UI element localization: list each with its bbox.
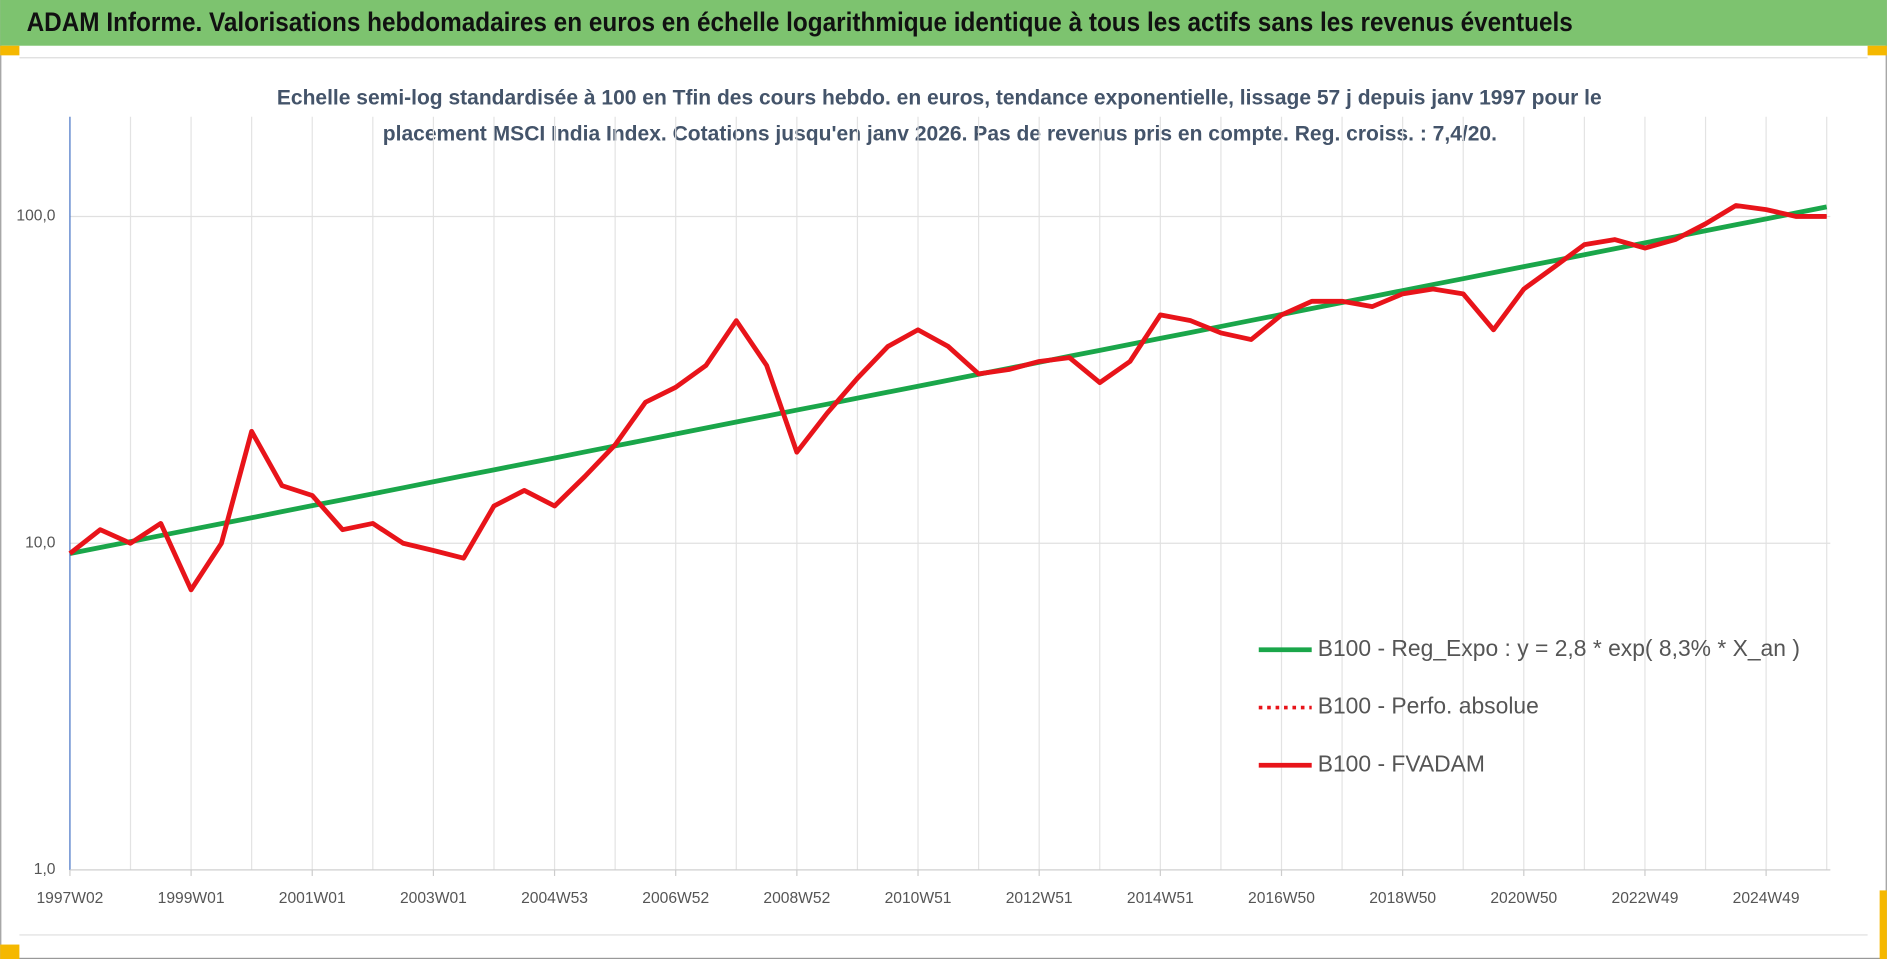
- y-tick-label: 1,0: [34, 861, 56, 878]
- x-tick-label: 2003W01: [400, 890, 467, 907]
- corner: [1867, 45, 1887, 56]
- x-tick-label: 2018W50: [1369, 890, 1436, 907]
- series-line: [69, 204, 1828, 556]
- x-tick-label: 2016W50: [1248, 890, 1315, 907]
- y-tick-label: 10,0: [25, 534, 56, 551]
- corner: [1879, 890, 1887, 959]
- x-tick-label: 2006W52: [642, 890, 709, 907]
- x-tick-label: 2008W52: [763, 890, 830, 907]
- chart-subtitle: Echelle semi-log standardisée à 100 en T…: [277, 84, 1602, 109]
- x-tick-label: 2022W49: [1612, 890, 1679, 907]
- legend-label: B100 - Perfo. absolue: [1318, 693, 1539, 719]
- x-tick-label: 2010W51: [885, 890, 952, 907]
- x-tick-label: 1997W02: [36, 890, 103, 907]
- x-tick-label: 1999W01: [158, 890, 225, 907]
- header-title: ADAM Informe. Valorisations hebdomadaire…: [27, 7, 1573, 37]
- series-line: [68, 203, 1827, 593]
- x-tick-label: 2020W50: [1490, 890, 1557, 907]
- corner: [0, 944, 20, 959]
- x-tick-label: 2014W51: [1127, 890, 1194, 907]
- corner: [0, 45, 20, 56]
- y-tick-label: 100,0: [16, 208, 55, 225]
- legend-label: B100 - FVADAM: [1318, 750, 1485, 776]
- header-banner: [0, 0, 1887, 46]
- x-tick-label: 2004W53: [521, 890, 588, 907]
- x-tick-label: 2024W49: [1733, 890, 1800, 907]
- legend-label: B100 - Reg_Expo : y = 2,8 * exp( 8,3% * …: [1318, 635, 1800, 661]
- x-tick-label: 2012W51: [1006, 890, 1073, 907]
- chart-subtitle: placement MSCI India Index. Cotations ju…: [383, 120, 1497, 145]
- x-tick-label: 2001W01: [279, 890, 346, 907]
